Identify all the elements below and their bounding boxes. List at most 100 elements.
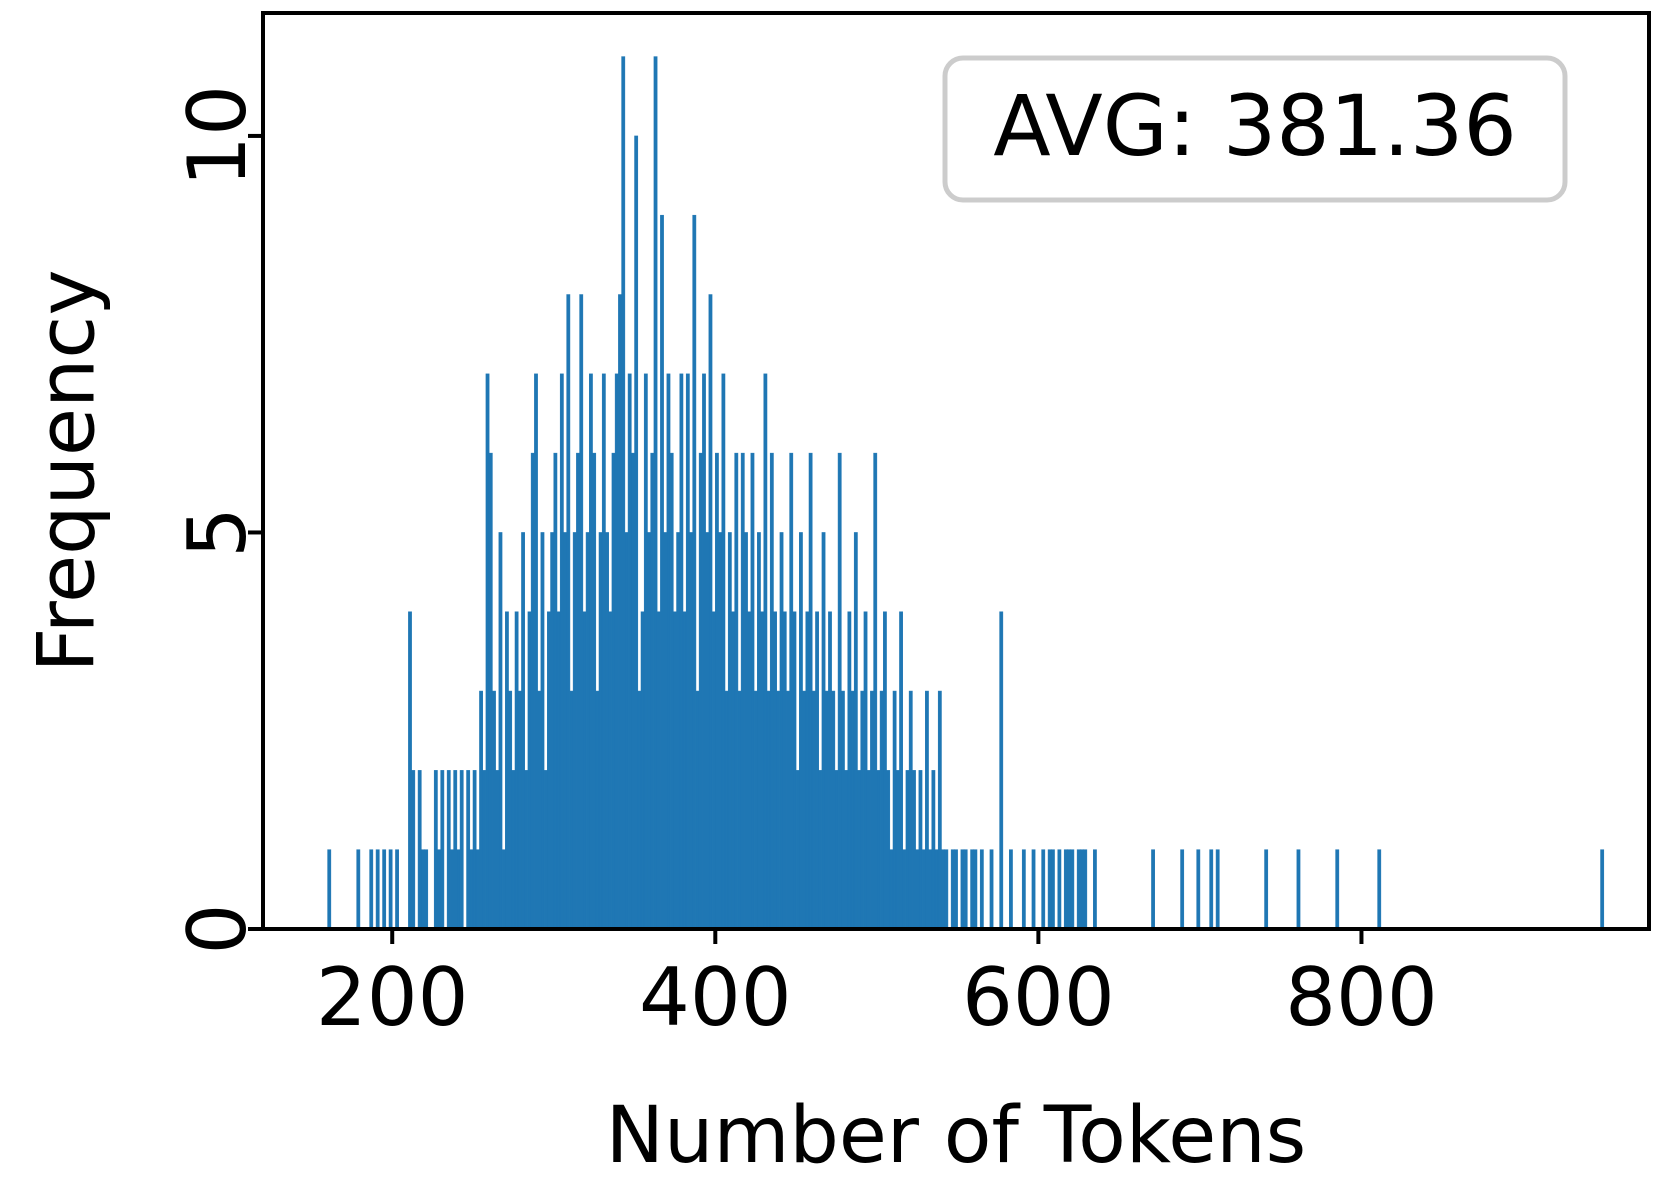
bar (895, 770, 900, 930)
bar (618, 294, 622, 930)
bar (1196, 849, 1201, 930)
bar (1151, 849, 1155, 930)
bar (527, 611, 532, 930)
bar (663, 532, 668, 930)
bar (925, 690, 929, 930)
bar (653, 56, 658, 930)
bar (747, 611, 752, 930)
bar (847, 611, 852, 930)
bar (634, 135, 639, 930)
bar (1009, 849, 1013, 930)
bar (769, 452, 774, 930)
bar (566, 294, 571, 930)
bar (395, 849, 399, 930)
bar (918, 770, 923, 930)
bar (824, 690, 829, 930)
bar (479, 690, 483, 930)
y-tick-label: 10 (171, 85, 264, 187)
bar (576, 452, 580, 930)
bar (676, 532, 681, 930)
bar (1209, 849, 1214, 930)
bar (440, 770, 445, 930)
bar (979, 849, 984, 930)
bar (485, 373, 490, 930)
bar (702, 373, 706, 930)
bar (1296, 849, 1301, 930)
bar (799, 532, 803, 930)
bar (421, 849, 425, 930)
bar (828, 611, 832, 930)
bar (647, 532, 651, 930)
bar (776, 690, 781, 930)
bar (1264, 849, 1269, 930)
bar (821, 532, 826, 930)
bar (750, 452, 755, 930)
bar (492, 690, 496, 930)
bar (585, 532, 590, 930)
bar (853, 532, 858, 930)
bar (521, 532, 525, 930)
bar (737, 690, 742, 930)
bar (382, 849, 387, 930)
bar (837, 452, 842, 930)
bar (608, 611, 613, 930)
bar (511, 770, 516, 930)
bar (517, 690, 522, 930)
bar (763, 373, 768, 930)
bar (753, 690, 758, 930)
bar (698, 452, 703, 930)
bar (1047, 849, 1052, 930)
bar (792, 611, 797, 930)
bar (547, 611, 551, 930)
bar (805, 611, 810, 930)
bar (779, 532, 784, 930)
bar (883, 611, 887, 930)
bar (766, 690, 771, 930)
bar (1051, 849, 1055, 930)
bar (740, 452, 745, 930)
bar (411, 770, 416, 930)
bar (931, 770, 936, 930)
bar (1377, 849, 1382, 930)
bar (543, 770, 548, 930)
bar (450, 849, 454, 930)
bar (592, 452, 597, 930)
bar (534, 373, 538, 930)
bar (589, 373, 593, 930)
bar (524, 770, 529, 930)
bar (757, 532, 761, 930)
bar (724, 690, 729, 930)
bar (1335, 849, 1340, 930)
bar (327, 849, 332, 930)
bar (789, 452, 794, 930)
bar (731, 611, 735, 930)
bar (1076, 849, 1081, 930)
bar (682, 611, 687, 930)
bar (1083, 849, 1088, 930)
bar (1600, 849, 1605, 930)
bar (711, 611, 716, 930)
bar (540, 532, 545, 930)
bar (744, 532, 748, 930)
bar (899, 611, 903, 930)
bar (508, 690, 513, 930)
bar (550, 532, 555, 930)
bar (475, 849, 480, 930)
bar (605, 532, 609, 930)
bar (495, 770, 500, 930)
bar (944, 849, 949, 930)
bar (424, 849, 429, 930)
bar (466, 770, 471, 930)
bar (598, 532, 603, 930)
bar (902, 849, 907, 930)
bar (530, 452, 535, 930)
bar (941, 849, 945, 930)
bar (624, 532, 629, 930)
bar (708, 294, 713, 930)
bar (718, 532, 723, 930)
bar (375, 849, 380, 930)
bar (1041, 849, 1046, 930)
bar (870, 690, 874, 930)
bar (831, 690, 836, 930)
